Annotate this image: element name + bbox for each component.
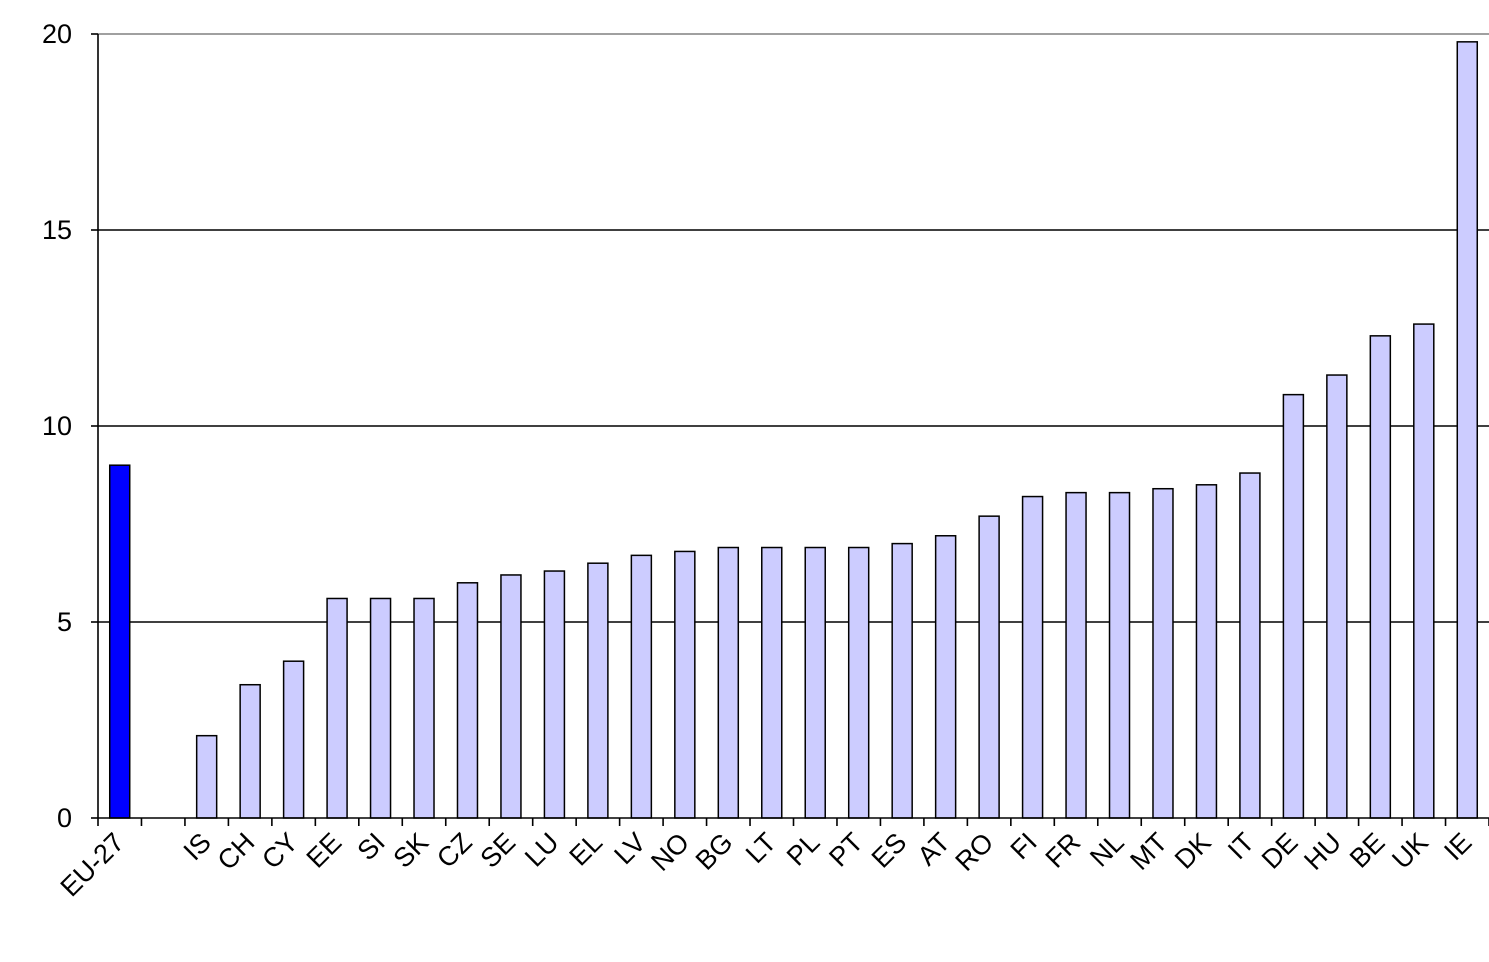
bar-pl (804, 546, 826, 819)
bar-eu-27 (108, 464, 131, 819)
bar-is (195, 734, 218, 819)
y-tick-label: 15 (42, 215, 72, 245)
bar-fi (1021, 495, 1044, 819)
bar-bg (717, 546, 740, 819)
x-tick-label: BE (1344, 827, 1391, 874)
bars (108, 41, 1479, 819)
axes (91, 33, 1489, 826)
bar-ee (326, 597, 348, 819)
x-tick-label: EE (301, 827, 348, 874)
bar-se (500, 574, 522, 819)
x-tick-label: NL (1084, 827, 1130, 873)
bar-be (1369, 335, 1392, 819)
x-tick-label: ES (866, 827, 913, 874)
grid-lines (98, 33, 1489, 623)
x-tick-label: LU (519, 827, 565, 873)
x-tick-label: NO (645, 827, 695, 877)
x-tick-label: EL (564, 827, 609, 872)
bar-lu (543, 570, 566, 819)
x-tick-label: RO (950, 827, 1000, 877)
x-tick-label: SK (388, 827, 435, 874)
bar-el (587, 562, 609, 819)
bar-lv (630, 554, 653, 819)
x-tick-label: IE (1438, 827, 1477, 866)
x-tick-label: IT (1222, 827, 1260, 865)
x-tick-label: DK (1169, 827, 1217, 875)
bar-uk (1413, 323, 1435, 819)
bar-at (934, 535, 957, 819)
x-tick-label: SI (352, 827, 391, 866)
x-tick-label: UK (1386, 827, 1434, 875)
x-tick-label: EU-27 (55, 827, 130, 902)
x-tick-label: DE (1256, 827, 1304, 875)
bar-ro (978, 515, 1000, 819)
bar-lt (761, 546, 783, 819)
x-tick-label: IS (178, 827, 217, 866)
bar-fr (1065, 491, 1087, 819)
bar-ch (239, 683, 261, 819)
bar-it (1239, 472, 1261, 819)
x-tick-label: CH (212, 827, 261, 876)
x-tick-label: SE (475, 827, 522, 874)
x-tick-label: AT (912, 827, 956, 871)
bar-dk (1195, 484, 1218, 819)
bar-nl (1108, 491, 1131, 819)
bar-ie (1456, 41, 1479, 819)
bar-no (674, 550, 696, 819)
x-tick-label: MT (1124, 827, 1173, 876)
y-tick-label: 10 (42, 411, 72, 441)
y-tick-label: 0 (57, 803, 72, 833)
bar-mt (1152, 487, 1174, 819)
x-tick-label: CY (256, 827, 304, 875)
bar-sk (413, 597, 435, 819)
bar-de (1282, 393, 1305, 819)
x-tick-label: PL (781, 827, 826, 872)
y-tick-labels: 0 5 10 15 20 (42, 19, 72, 833)
x-tick-label: FI (1005, 827, 1043, 865)
bar-hu (1326, 374, 1348, 819)
bar-cy (282, 660, 305, 819)
bar-es (891, 542, 913, 819)
bar-si (369, 597, 392, 819)
y-tick-label: 20 (42, 19, 72, 49)
x-tick-label: LV (608, 827, 651, 870)
x-tick-label: CZ (431, 827, 478, 874)
bar-cz (456, 582, 479, 819)
x-tick-label: FR (1040, 827, 1087, 874)
bar-pt (847, 546, 870, 819)
y-tick-label: 5 (57, 607, 72, 637)
x-tick-label: HU (1298, 827, 1347, 876)
x-tick-label: LT (740, 827, 782, 869)
x-tick-label: PT (823, 827, 869, 873)
x-tick-label: BG (690, 827, 739, 876)
